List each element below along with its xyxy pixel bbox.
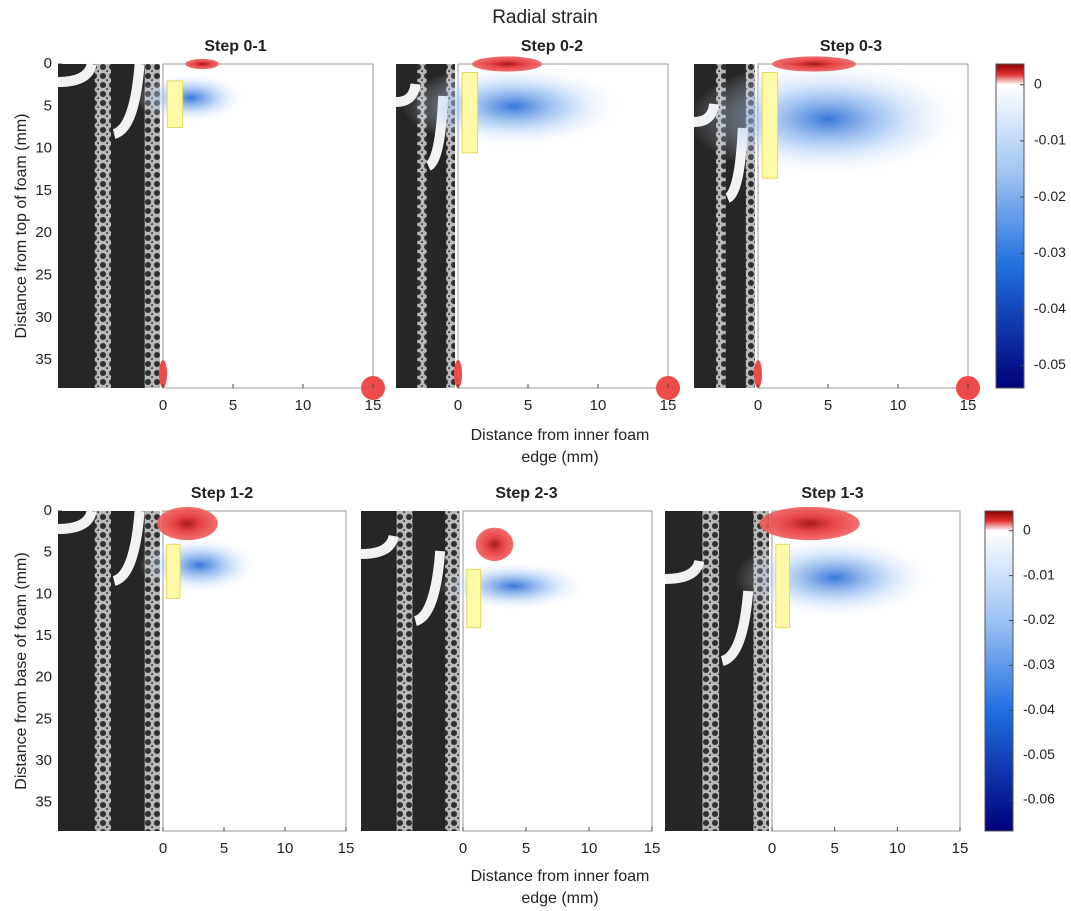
y-tick-label: 35 <box>35 351 52 368</box>
y-tick-label: 5 <box>44 97 52 114</box>
x-tick-label: 10 <box>590 397 607 414</box>
colorbar-tick-label: -0.05 <box>1034 356 1066 372</box>
colorbar-tick-label: 0 <box>1034 75 1042 91</box>
colorbar-tick-label: -0.01 <box>1023 566 1055 582</box>
x-tick-label: 15 <box>338 840 355 857</box>
colorbar <box>996 64 1024 388</box>
x-tick-label: 5 <box>220 840 228 857</box>
cut-out <box>467 569 481 627</box>
cut-out <box>167 544 180 598</box>
x-tick-label: 5 <box>522 840 530 857</box>
cut-out <box>776 544 790 627</box>
cut-out <box>462 72 477 152</box>
tension-zone <box>754 360 762 388</box>
y-axis-label: Distance from top of foam (mm) <box>13 114 30 339</box>
compression-zone <box>438 561 589 611</box>
tension-zone <box>159 360 167 388</box>
x-tick-label: 0 <box>768 840 776 857</box>
compression-zone <box>139 536 261 594</box>
compression-zone <box>135 72 247 123</box>
y-tick-label: 5 <box>44 544 52 561</box>
y-tick-label: 0 <box>44 502 52 519</box>
x-tick-label: 10 <box>889 840 906 857</box>
y-tick-label: 35 <box>35 794 52 811</box>
y-tick-label: 10 <box>35 140 52 157</box>
panel-title: Step 0-2 <box>521 38 583 55</box>
x-tick-label: 5 <box>524 397 532 414</box>
x-axis-label: Distance from inner foam edge (mm) <box>470 866 650 910</box>
panel-title: Step 1-2 <box>191 485 253 502</box>
panel-title: Step 0-3 <box>820 38 882 55</box>
colorbar-tick-label: -0.03 <box>1023 656 1055 672</box>
x-tick-label: 15 <box>365 397 382 414</box>
y-tick-label: 15 <box>35 627 52 644</box>
x-axis-label: Distance from inner foam edge (mm) <box>470 425 650 469</box>
compression-zone <box>734 536 935 619</box>
foam-band <box>397 511 413 831</box>
y-tick-label: 20 <box>35 224 52 241</box>
tension-zone <box>759 507 859 540</box>
x-tick-label: 5 <box>229 397 237 414</box>
x-tick-label: 0 <box>459 840 467 857</box>
x-tick-label: 15 <box>660 397 677 414</box>
tension-zone <box>157 507 218 540</box>
panel-title: Step 2-3 <box>495 485 557 502</box>
compression-zone <box>402 64 626 149</box>
y-tick-label: 15 <box>35 182 52 199</box>
colorbar-tick-label: -0.06 <box>1023 791 1055 807</box>
colorbar-tick-label: -0.05 <box>1023 746 1055 762</box>
tension-zone <box>472 56 542 71</box>
cut-out <box>762 72 777 178</box>
tension-zone <box>772 56 856 71</box>
colorbar-tick-label: -0.04 <box>1023 701 1055 717</box>
y-tick-label: 30 <box>35 752 52 769</box>
x-tick-label: 0 <box>754 397 762 414</box>
x-tick-label: 15 <box>644 840 661 857</box>
x-tick-label: 15 <box>960 397 977 414</box>
compression-zone <box>688 60 968 178</box>
tension-zone <box>185 59 219 69</box>
panel-title: Step 0-1 <box>204 38 266 55</box>
x-tick-label: 10 <box>890 397 907 414</box>
tension-zone <box>454 360 462 388</box>
foam-band <box>95 64 111 388</box>
x-tick-label: 10 <box>295 397 312 414</box>
cut-out <box>167 81 182 128</box>
foam-band <box>702 511 719 831</box>
foam-band <box>95 511 111 831</box>
colorbar-tick-label: -0.04 <box>1034 300 1066 316</box>
y-tick-label: 0 <box>44 55 52 72</box>
colorbar-tick-label: -0.02 <box>1023 611 1055 627</box>
y-axis-label: Distance from base of foam (mm) <box>13 552 30 789</box>
tension-zone <box>476 528 514 561</box>
panel-title: Step 1-3 <box>801 485 863 502</box>
figure-title: Radial strain <box>492 7 598 28</box>
figure: Radial strain Distance from top of foam … <box>0 0 1071 911</box>
x-tick-label: 15 <box>952 840 969 857</box>
y-tick-label: 25 <box>35 266 52 283</box>
colorbar-tick-label: -0.02 <box>1034 188 1066 204</box>
x-tick-label: 10 <box>277 840 294 857</box>
y-tick-label: 30 <box>35 309 52 326</box>
x-tick-label: 10 <box>581 840 598 857</box>
y-tick-label: 25 <box>35 710 52 727</box>
colorbar-tick-label: -0.03 <box>1034 244 1066 260</box>
y-tick-label: 20 <box>35 669 52 686</box>
x-tick-label: 5 <box>824 397 832 414</box>
colorbar-tick-label: 0 <box>1023 521 1031 537</box>
colorbar <box>985 511 1013 831</box>
foam-band <box>445 511 460 831</box>
x-tick-label: 5 <box>830 840 838 857</box>
x-tick-label: 0 <box>159 840 167 857</box>
x-tick-label: 0 <box>454 397 462 414</box>
y-tick-label: 10 <box>35 585 52 602</box>
x-tick-label: 0 <box>159 397 167 414</box>
colorbar-tick-label: -0.01 <box>1034 132 1066 148</box>
